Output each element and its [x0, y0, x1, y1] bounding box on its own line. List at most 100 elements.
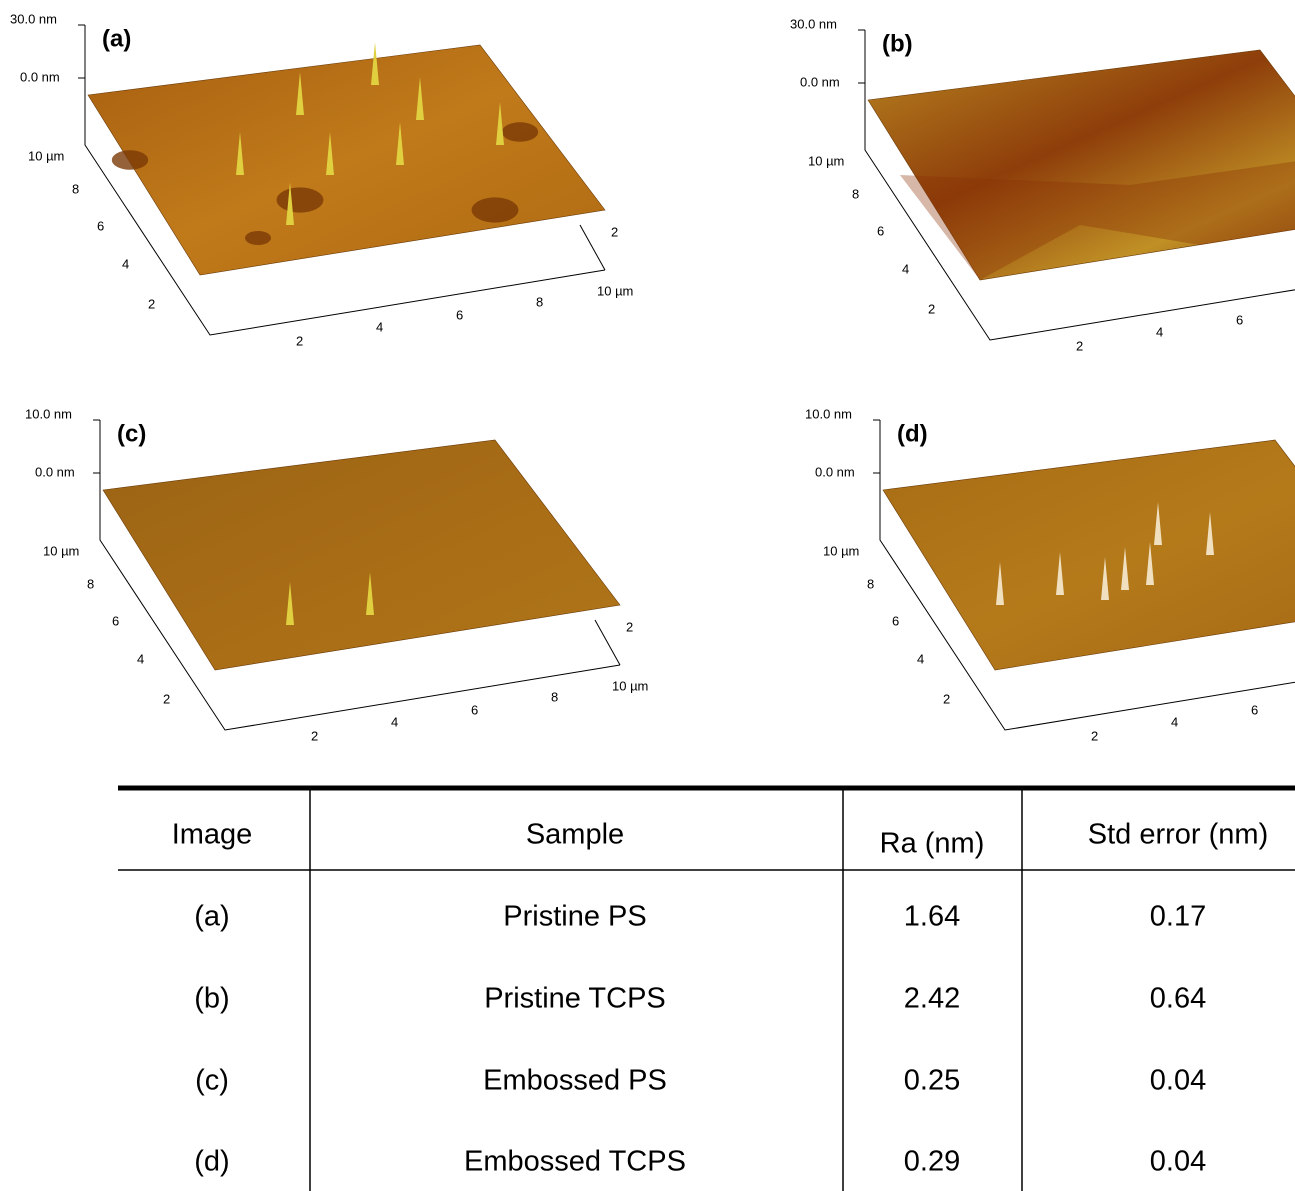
- surface-spike: [296, 72, 304, 115]
- surface-spike: [286, 582, 294, 625]
- y-tick-label: 6: [97, 218, 104, 233]
- surface-pit: [245, 231, 271, 245]
- afm-panel: 30.0 nm 0.0 nm (a) 10 µm 8 6 4 2 2 4 6 8 10 µm 2: [10, 11, 633, 348]
- x-tick-label: 2: [1091, 728, 1098, 743]
- y-tick-label: 2: [928, 301, 935, 316]
- axis-frame: [84, 25, 606, 336]
- x-tick-label: 6: [1236, 312, 1243, 327]
- surface-spike: [1101, 557, 1109, 600]
- surface-pit: [471, 197, 519, 223]
- surface-spike: [1056, 552, 1064, 595]
- z-zero-label: 0.0 nm: [20, 69, 60, 84]
- z-zero-label: 0.0 nm: [815, 464, 855, 479]
- table-cell: (a): [194, 901, 229, 933]
- surface-spike: [1154, 502, 1162, 545]
- table-header-cell: Ra (nm): [880, 828, 985, 860]
- y-tick-label: 4: [137, 651, 144, 666]
- table-cell: Embossed PS: [483, 1065, 667, 1097]
- panel-label: (b): [882, 30, 913, 57]
- surface-pit: [501, 122, 539, 142]
- afm-surface: [87, 44, 606, 276]
- table-cell: 0.04: [1150, 1065, 1206, 1097]
- z-zero-label: 0.0 nm: [35, 464, 75, 479]
- surface-pit: [276, 187, 324, 213]
- panel-label: (d): [897, 420, 928, 447]
- x-tick-label: 4: [376, 319, 383, 334]
- y-tick-label: 4: [917, 651, 924, 666]
- x-tick-label: 6: [456, 307, 463, 322]
- x-tick-label: 6: [1251, 702, 1258, 717]
- y-tick-label: 6: [112, 613, 119, 628]
- x-tick-label: 2: [1076, 338, 1083, 353]
- z-max-label: 10.0 nm: [25, 406, 72, 421]
- surface-spike: [416, 77, 424, 120]
- table-cell: (c): [195, 1065, 229, 1097]
- afm-surface: [882, 439, 1295, 671]
- surface-spike: [286, 182, 294, 225]
- roughness-table: Image Sample Ra (nm) Std error (nm) (a) Prist…: [118, 785, 1295, 1191]
- surface-spike: [996, 562, 1004, 605]
- x-tick-label: 8: [551, 689, 558, 704]
- surface-spike: [496, 102, 504, 145]
- surface-spike: [1206, 512, 1214, 555]
- panel-label: (a): [102, 25, 131, 52]
- y-tick-label: 6: [892, 613, 899, 628]
- surface-pit: [111, 150, 149, 170]
- surface-spike: [326, 132, 334, 175]
- afm-panel: 30.0 nm 0.0 nm (b) 10 µm 8 6 4 2 2 4 6: [790, 16, 1295, 353]
- table-header-cell: Sample: [526, 819, 624, 851]
- y-tick-label: 2: [163, 691, 170, 706]
- axis-frame: [99, 420, 621, 731]
- table-cell: 0.04: [1150, 1146, 1206, 1178]
- surface-spike: [1121, 547, 1129, 590]
- surface-spike: [396, 122, 404, 165]
- y-tick-label: 10 µm: [808, 153, 844, 168]
- x-tick-label: 4: [391, 714, 398, 729]
- table-cell: Embossed TCPS: [464, 1146, 686, 1178]
- z-zero-label: 0.0 nm: [800, 74, 840, 89]
- table-cell: Pristine PS: [503, 901, 646, 933]
- y-tick-label: 10 µm: [28, 148, 64, 163]
- table-cell: 0.64: [1150, 983, 1206, 1015]
- y-tick-label: 8: [852, 186, 859, 201]
- afm-surface: [867, 49, 1295, 281]
- table-cell: 1.64: [904, 901, 960, 933]
- surface-shade: [900, 161, 1295, 280]
- table-cell: 0.17: [1150, 901, 1206, 933]
- table-cell: 2.42: [904, 983, 960, 1015]
- table-cell: (d): [194, 1146, 229, 1178]
- y-tick-label: 6: [877, 223, 884, 238]
- side-tick-label: 2: [626, 619, 633, 634]
- x-tick-label: 10 µm: [612, 678, 648, 693]
- y-tick-label: 2: [943, 691, 950, 706]
- z-max-label: 30.0 nm: [10, 11, 57, 26]
- axis-frame: [579, 224, 606, 271]
- x-tick-label: 8: [536, 294, 543, 309]
- surface-spike: [236, 132, 244, 175]
- z-max-label: 30.0 nm: [790, 16, 837, 31]
- afm-surface: [102, 439, 621, 671]
- panel-label: (c): [117, 420, 146, 447]
- y-tick-label: 8: [87, 576, 94, 591]
- surface-spike: [366, 572, 374, 615]
- x-tick-label: 10 µm: [597, 283, 633, 298]
- side-tick-label: 2: [611, 224, 618, 239]
- y-tick-label: 4: [122, 256, 129, 271]
- y-tick-label: 10 µm: [823, 543, 859, 558]
- afm-panel: 10.0 nm 0.0 nm (c) 10 µm 8 6 4 2 2 4 6 8 10 µm 2: [25, 406, 648, 743]
- table-cell: 0.25: [904, 1065, 960, 1097]
- afm-panel: 10.0 nm 0.0 nm (d) 10 µm 8 6 4 2 2 4 6: [805, 406, 1295, 743]
- table-header-cell: Image: [172, 819, 253, 851]
- y-tick-label: 10 µm: [43, 543, 79, 558]
- x-tick-label: 4: [1171, 714, 1178, 729]
- y-tick-label: 4: [902, 261, 909, 276]
- z-max-label: 10.0 nm: [805, 406, 852, 421]
- x-tick-label: 4: [1156, 324, 1163, 339]
- axis-frame: [879, 420, 1295, 731]
- table-cell: 0.29: [904, 1146, 960, 1178]
- x-tick-label: 6: [471, 702, 478, 717]
- axis-frame: [864, 30, 1295, 341]
- y-tick-label: 8: [72, 181, 79, 196]
- y-tick-label: 2: [148, 296, 155, 311]
